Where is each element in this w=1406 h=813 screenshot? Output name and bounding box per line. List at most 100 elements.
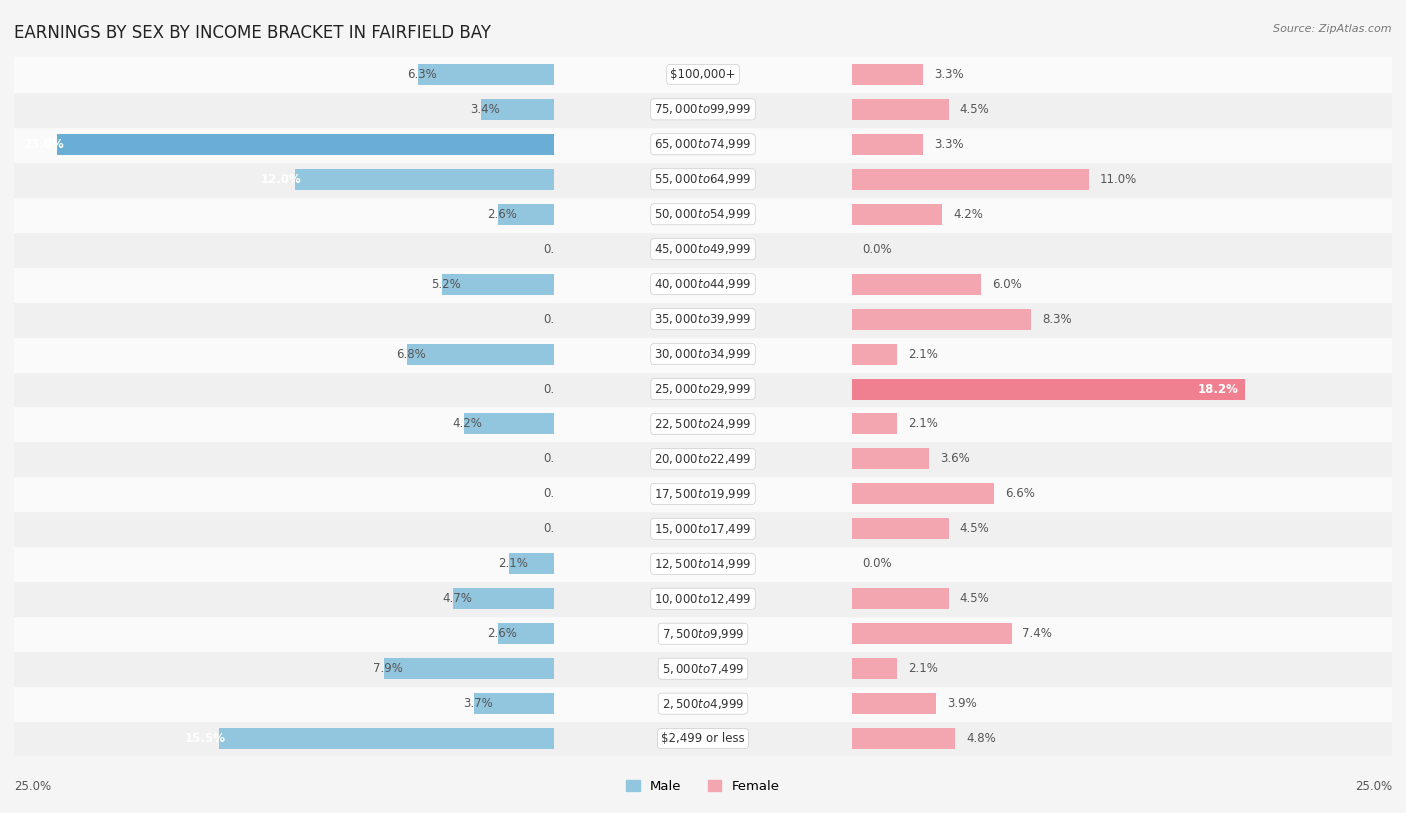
Text: 2.1%: 2.1% [498,558,529,570]
Bar [852,232,1392,267]
Text: 0.0%: 0.0% [544,383,574,395]
Bar [554,127,852,162]
Text: 2.6%: 2.6% [488,628,517,640]
Bar [14,162,554,197]
Bar [554,92,852,127]
Text: 12.0%: 12.0% [260,173,301,185]
Bar [852,344,897,364]
Bar [554,476,852,511]
Text: 2.1%: 2.1% [908,418,938,430]
Bar [852,379,1244,399]
Bar [554,441,852,476]
Bar [852,127,1392,162]
Text: 7.9%: 7.9% [373,663,402,675]
Text: 25.0%: 25.0% [1355,780,1392,793]
Bar [14,372,554,406]
Bar [14,127,554,162]
Text: 3.7%: 3.7% [464,698,494,710]
Bar [852,406,1392,441]
Bar [408,344,554,364]
Bar [14,511,554,546]
Bar [474,693,554,714]
Bar [852,659,897,679]
Bar [852,169,1090,189]
Text: $100,000+: $100,000+ [671,68,735,80]
Bar [852,414,897,434]
Text: 4.2%: 4.2% [953,208,983,220]
Bar [852,309,1031,329]
Text: 0.0%: 0.0% [544,243,574,255]
Text: $30,000 to $34,999: $30,000 to $34,999 [654,347,752,361]
Bar [852,274,981,294]
Text: $2,500 to $4,999: $2,500 to $4,999 [662,697,744,711]
Bar [852,372,1392,406]
Text: 6.6%: 6.6% [1005,488,1035,500]
Bar [14,57,554,92]
Bar [554,57,852,92]
Text: 0.0%: 0.0% [544,453,574,465]
Bar [554,686,852,721]
Bar [14,406,554,441]
Legend: Male, Female: Male, Female [621,775,785,798]
Bar [554,651,852,686]
Text: 5.2%: 5.2% [432,278,461,290]
Bar [554,232,852,267]
Bar [852,204,942,224]
Bar [464,414,554,434]
Text: 2.1%: 2.1% [908,348,938,360]
Bar [852,337,1392,372]
Bar [509,554,554,574]
Text: 3.3%: 3.3% [934,68,963,80]
Bar [384,659,554,679]
Text: $40,000 to $44,999: $40,000 to $44,999 [654,277,752,291]
Text: 3.6%: 3.6% [941,453,970,465]
Bar [554,372,852,406]
Text: 8.3%: 8.3% [1042,313,1071,325]
Text: 18.2%: 18.2% [1198,383,1239,395]
Bar [852,616,1392,651]
Bar [481,99,554,120]
Text: Source: ZipAtlas.com: Source: ZipAtlas.com [1274,24,1392,34]
Text: 11.0%: 11.0% [1099,173,1137,185]
Bar [852,162,1392,197]
Text: $45,000 to $49,999: $45,000 to $49,999 [654,242,752,256]
Bar [554,511,852,546]
Text: $15,000 to $17,499: $15,000 to $17,499 [654,522,752,536]
Bar [852,57,1392,92]
Bar [852,519,949,539]
Text: 6.3%: 6.3% [408,68,437,80]
Bar [852,651,1392,686]
Text: 4.5%: 4.5% [960,103,990,115]
Text: $10,000 to $12,499: $10,000 to $12,499 [654,592,752,606]
Bar [852,589,949,609]
Bar [852,624,1011,644]
Bar [14,197,554,232]
Text: 23.0%: 23.0% [22,138,63,150]
Bar [554,197,852,232]
Bar [14,267,554,302]
Bar [14,721,554,756]
Bar [14,616,554,651]
Bar [852,546,1392,581]
Bar [852,134,922,154]
Bar [441,274,554,294]
Text: $20,000 to $22,499: $20,000 to $22,499 [654,452,752,466]
Text: 0.0%: 0.0% [544,488,574,500]
Text: 0.0%: 0.0% [544,523,574,535]
Text: $17,500 to $19,999: $17,500 to $19,999 [654,487,752,501]
Text: $50,000 to $54,999: $50,000 to $54,999 [654,207,752,221]
Bar [554,337,852,372]
Text: $2,499 or less: $2,499 or less [661,733,745,745]
Text: $5,000 to $7,499: $5,000 to $7,499 [662,662,744,676]
Bar [852,721,1392,756]
Text: 25.0%: 25.0% [14,780,51,793]
Text: $75,000 to $99,999: $75,000 to $99,999 [654,102,752,116]
Text: 6.0%: 6.0% [993,278,1022,290]
Text: 0.0%: 0.0% [544,313,574,325]
Text: 3.4%: 3.4% [470,103,501,115]
Bar [852,511,1392,546]
Bar [14,546,554,581]
Text: 0.0%: 0.0% [862,243,891,255]
Text: 15.5%: 15.5% [184,733,226,745]
Text: $25,000 to $29,999: $25,000 to $29,999 [654,382,752,396]
